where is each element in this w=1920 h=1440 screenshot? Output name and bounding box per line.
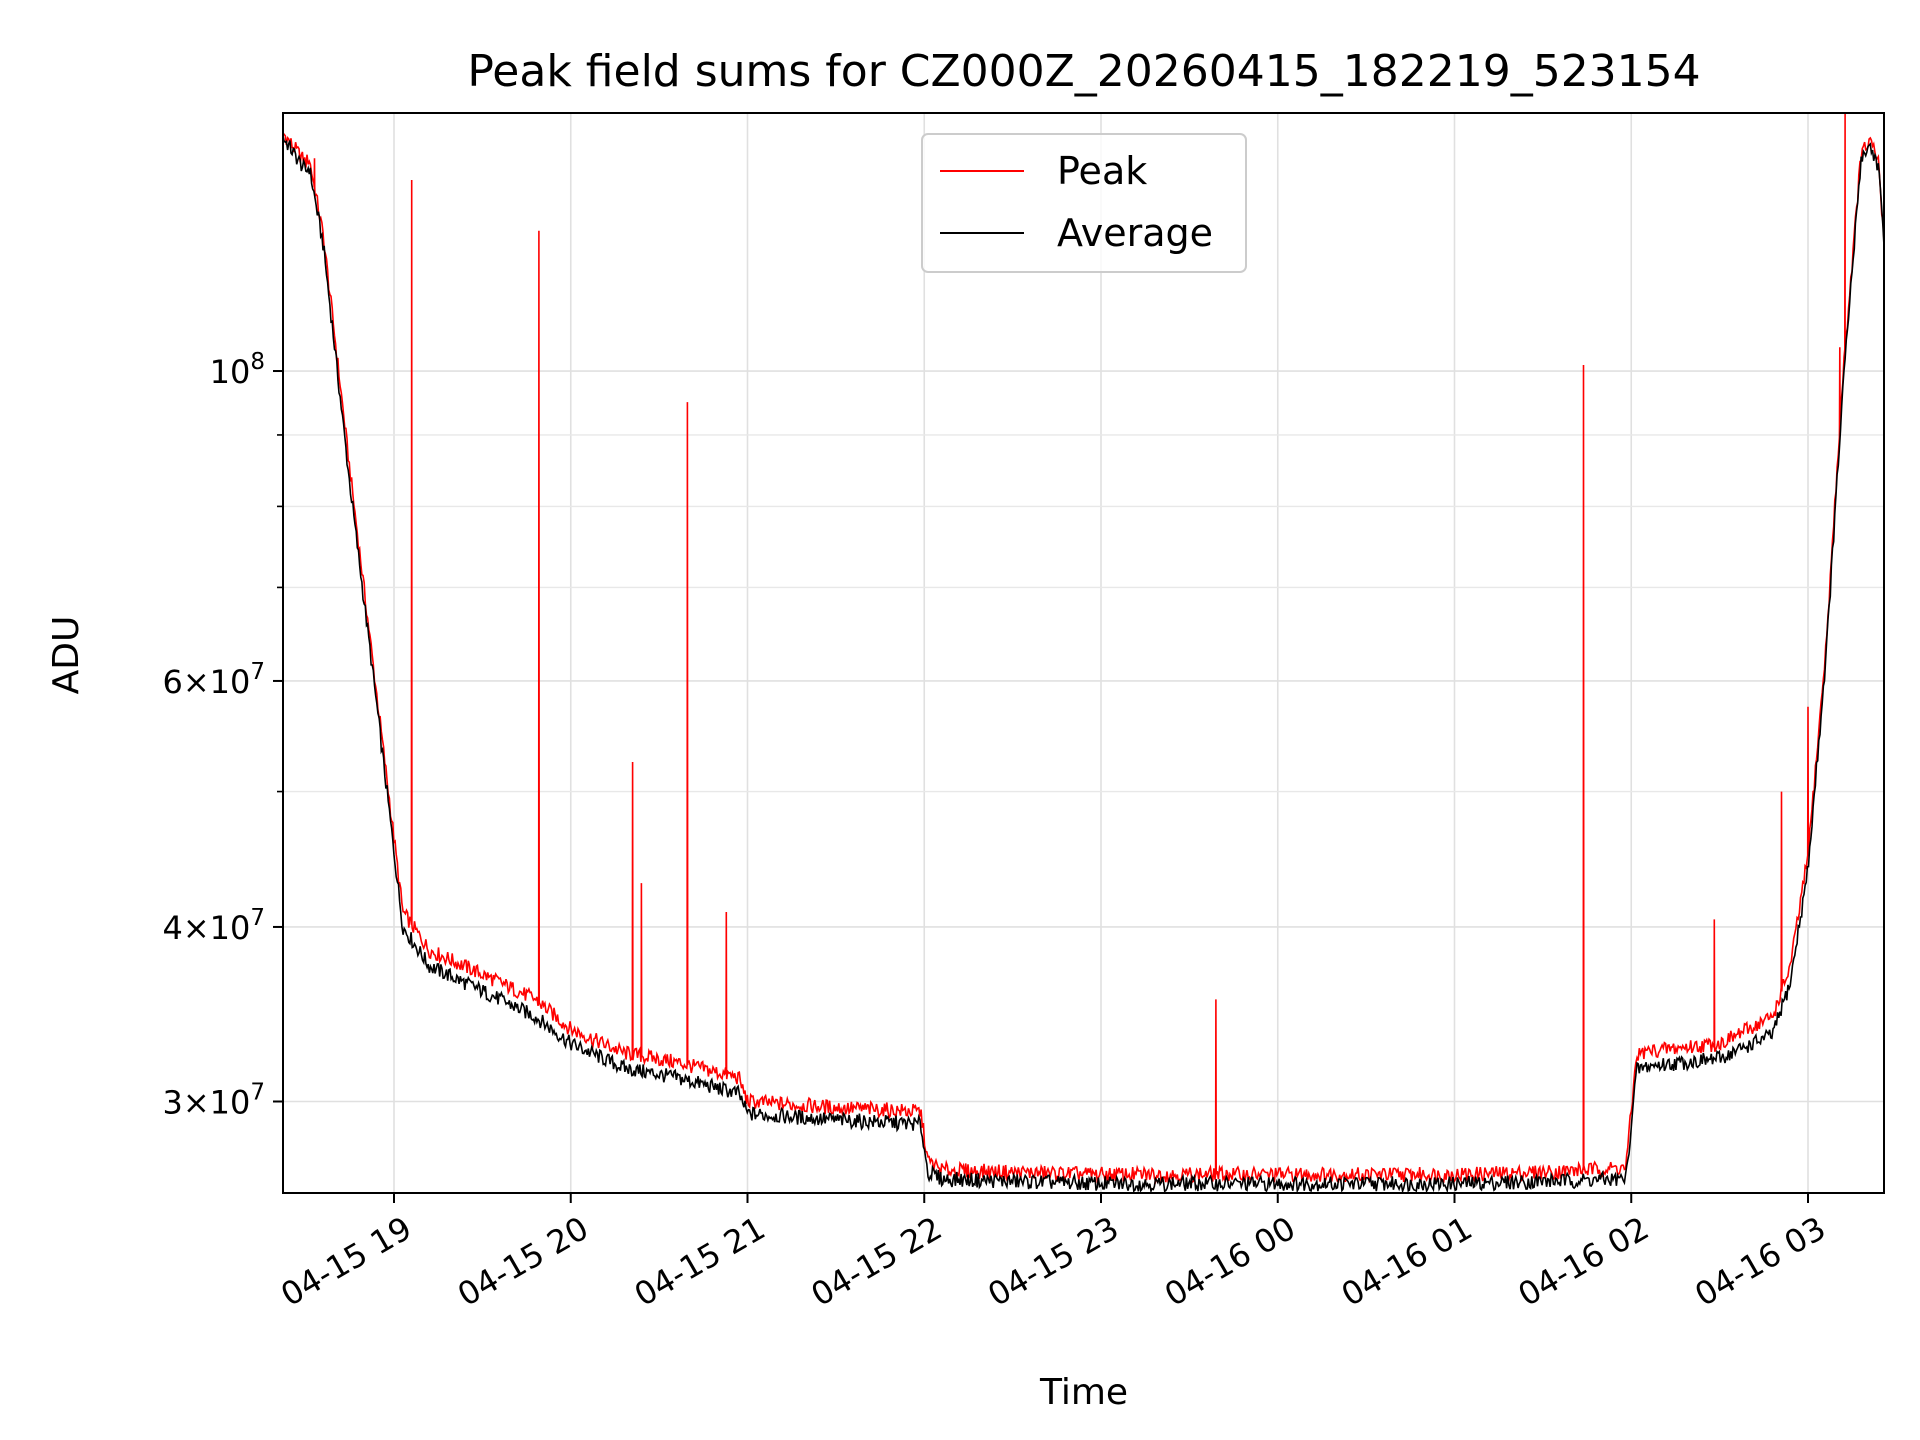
plot-series	[282, 112, 1885, 1195]
x-axis-label: Time	[1039, 1372, 1128, 1413]
chart-title: Peak field sums for CZ000Z_20260415_1822…	[467, 46, 1700, 97]
grid-lines	[283, 113, 1884, 1193]
y-axis-label: ADU	[46, 616, 87, 695]
y-tick-label: 6×107	[162, 659, 265, 701]
y-tick-label: 108	[210, 349, 265, 391]
legend-average-label: Average	[1057, 211, 1213, 255]
y-axis: 108 6×107 4×107 3×107	[162, 349, 283, 1121]
legend-peak-label: Peak	[1057, 149, 1147, 193]
series-line-peak	[282, 112, 1885, 1186]
legend-box	[921, 133, 1247, 273]
axes-frame	[282, 112, 1885, 1194]
series-line-average	[282, 136, 1885, 1195]
legend: Peak Average	[921, 133, 1247, 273]
y-tick-label: 4×107	[162, 905, 265, 947]
y-tick-label: 3×107	[162, 1079, 265, 1121]
